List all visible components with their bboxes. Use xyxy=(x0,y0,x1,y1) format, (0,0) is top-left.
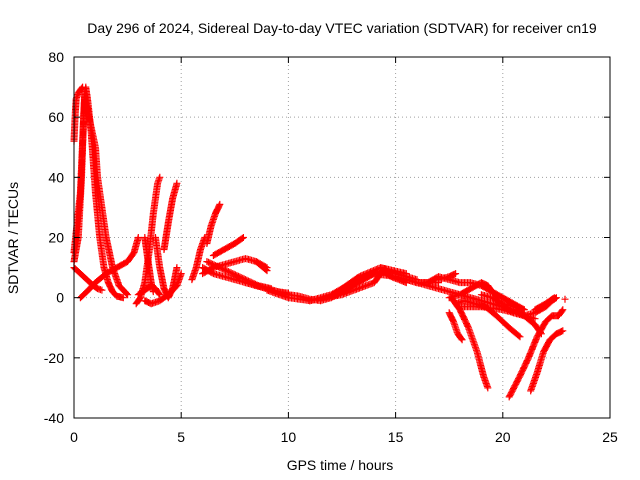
x-tick-label: 10 xyxy=(281,429,297,445)
series-arc-21h xyxy=(499,303,545,338)
series-markers xyxy=(435,270,460,284)
series-arc-17h xyxy=(435,270,460,284)
y-axis-label: SDTVAR / TECUs xyxy=(5,182,21,294)
series-markers xyxy=(160,179,181,253)
series-arc-6h xyxy=(188,234,209,284)
series-markers xyxy=(561,295,569,303)
y-tick-label: 60 xyxy=(48,109,64,125)
y-tick-label: -20 xyxy=(44,350,64,366)
data-points xyxy=(70,83,569,401)
series-arc-4h xyxy=(152,234,181,302)
series-arc-20h-b xyxy=(527,327,567,395)
y-tick-label: 20 xyxy=(48,230,64,246)
series-arc-4h-b xyxy=(160,179,181,253)
series-markers xyxy=(445,279,502,302)
y-tick-label: -40 xyxy=(44,410,64,426)
series-markers xyxy=(499,303,545,338)
x-tick-label: 15 xyxy=(388,429,404,445)
series-markers xyxy=(252,258,271,275)
series-markers xyxy=(306,267,410,305)
x-tick-label: 20 xyxy=(495,429,511,445)
x-axis-label: GPS time / hours xyxy=(287,457,394,473)
series-markers xyxy=(152,234,181,302)
series-arc-rise xyxy=(76,234,142,302)
series-arc-18h xyxy=(445,309,466,344)
y-tick-label: 0 xyxy=(56,290,64,306)
series-stray xyxy=(561,295,569,303)
series-markers xyxy=(531,294,558,314)
ticks: 0 5 10 15 20 25 -40 -20 0 20 40 60 80 xyxy=(44,49,618,445)
series-markers xyxy=(76,234,142,302)
series-markers xyxy=(203,200,224,247)
series-arc-11h xyxy=(306,267,410,305)
series-arc-18h-c xyxy=(445,279,502,302)
series-markers xyxy=(141,234,157,296)
x-tick-label: 0 xyxy=(70,429,78,445)
series-markers xyxy=(445,309,466,344)
series-arc-7h xyxy=(209,234,247,259)
series-markers xyxy=(188,234,209,284)
y-tick-label: 40 xyxy=(48,169,64,185)
x-tick-label: 5 xyxy=(177,429,185,445)
series-arc-13h xyxy=(338,264,410,293)
chart-title: Day 296 of 2024, Sidereal Day-to-day VTE… xyxy=(87,20,597,36)
series-markers xyxy=(209,234,247,259)
series-arc-3h-d xyxy=(141,234,157,296)
y-tick-label: 80 xyxy=(48,49,64,65)
series-arc-12h xyxy=(252,258,271,275)
x-tick-label: 25 xyxy=(602,429,618,445)
series-markers xyxy=(338,264,410,293)
series-markers xyxy=(527,327,567,395)
series-arc-22h xyxy=(531,294,558,314)
series-arc-6h-b xyxy=(203,200,224,247)
